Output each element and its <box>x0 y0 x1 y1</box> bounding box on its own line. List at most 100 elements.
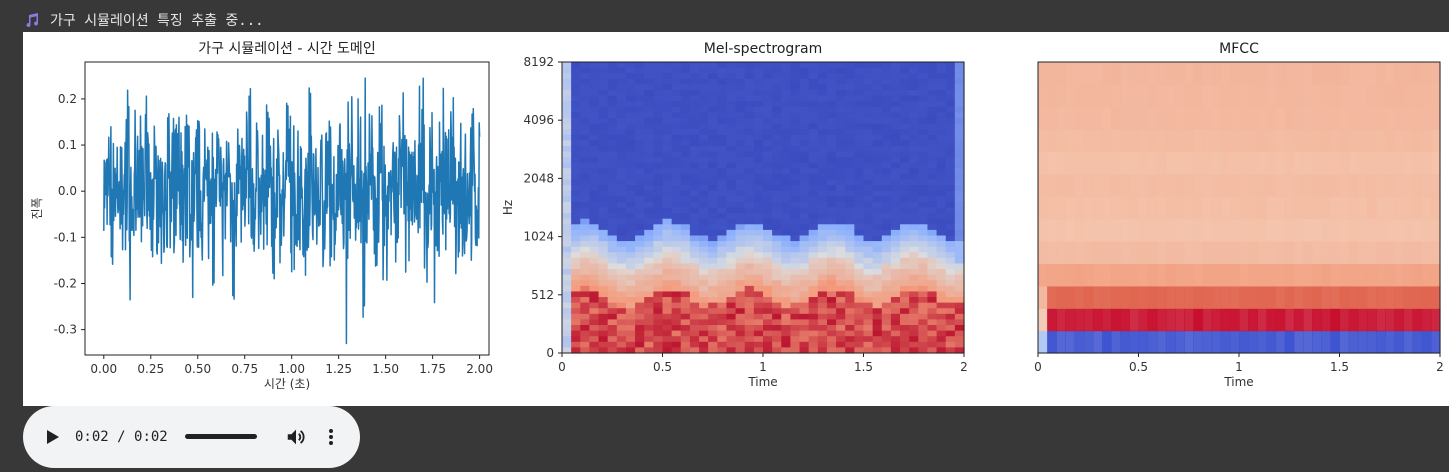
mel-cell <box>845 123 855 130</box>
mel-cell <box>589 336 600 343</box>
mel-cell <box>872 241 883 248</box>
mfcc-cell <box>1348 241 1359 265</box>
mel-cell <box>735 62 746 69</box>
mel-cell <box>616 263 627 270</box>
mel-cell <box>900 145 910 153</box>
chart1-xtick-label: 0.00 <box>90 362 117 376</box>
mel-cell <box>744 229 755 237</box>
mel-cell <box>625 269 636 276</box>
mel-cell <box>790 347 801 354</box>
mfcc-cell <box>1111 330 1121 354</box>
mel-cell <box>580 106 591 113</box>
mel-cell <box>744 274 755 281</box>
play-icon[interactable] <box>45 428 61 446</box>
mel-cell <box>945 196 956 203</box>
mel-cell <box>790 313 801 321</box>
mfcc-cell <box>1111 285 1121 309</box>
more-options-icon[interactable] <box>325 426 337 448</box>
mel-cell <box>790 285 801 293</box>
mfcc-cell <box>1065 308 1076 332</box>
mfcc-cell <box>1047 62 1057 85</box>
mfcc-cell <box>1083 285 1094 309</box>
mel-cell <box>625 106 636 113</box>
mel-cell <box>689 106 700 113</box>
mel-cell <box>936 190 947 197</box>
mel-cell <box>662 106 673 113</box>
volume-icon[interactable] <box>285 426 307 448</box>
mel-cell <box>708 274 718 281</box>
chart3-xlabel: Time <box>1223 375 1253 389</box>
mel-cell <box>826 173 837 181</box>
mel-cell <box>781 297 792 304</box>
mel-cell <box>927 106 938 113</box>
mel-cell <box>662 101 673 108</box>
mel-cell <box>607 179 618 186</box>
mel-cell <box>726 325 737 332</box>
mel-cell <box>689 157 700 164</box>
mel-cell <box>671 84 682 91</box>
mel-cell <box>653 162 664 169</box>
mel-cell <box>945 201 956 209</box>
mel-cell <box>717 196 728 203</box>
mel-cell <box>562 274 572 281</box>
audio-player[interactable]: 0:02 / 0:02 <box>23 406 360 468</box>
mel-cell <box>653 246 664 253</box>
mfcc-cell <box>1239 173 1249 197</box>
mel-cell <box>708 173 718 181</box>
mel-cell <box>909 112 919 119</box>
mel-cell <box>644 89 654 97</box>
mel-cell <box>936 134 947 141</box>
mel-cell <box>826 95 837 102</box>
mfcc-cell <box>1385 151 1395 175</box>
mel-cell <box>900 336 910 343</box>
mel-cell <box>826 308 837 315</box>
mel-cell <box>598 325 609 332</box>
mel-cell <box>781 106 792 113</box>
mel-cell <box>836 325 846 332</box>
mel-cell <box>562 134 572 141</box>
mel-cell <box>644 168 654 175</box>
mfcc-cell <box>1257 62 1268 85</box>
mel-cell <box>671 246 682 253</box>
mel-cell <box>954 302 965 309</box>
mfcc-cell <box>1147 263 1158 287</box>
mel-cell <box>945 112 956 119</box>
mfcc-cell <box>1129 62 1140 85</box>
mfcc-cell <box>1175 106 1185 130</box>
mel-cell <box>589 67 600 74</box>
mfcc-cell <box>1394 84 1405 108</box>
mfcc-cell <box>1339 151 1350 175</box>
mel-cell <box>845 196 855 203</box>
mel-cell <box>845 347 855 354</box>
mel-cell <box>644 129 654 136</box>
mel-cell <box>863 62 874 69</box>
mfcc-cell <box>1229 84 1240 108</box>
mel-cell <box>635 78 645 85</box>
mfcc-cell <box>1138 241 1149 265</box>
mel-cell <box>708 257 718 265</box>
mfcc-cell <box>1302 218 1313 242</box>
mel-cell <box>689 196 700 203</box>
mel-cell <box>945 308 956 315</box>
mfcc-cell <box>1047 330 1057 354</box>
mel-cell <box>699 325 709 332</box>
mel-cell <box>625 285 636 293</box>
mel-cell <box>909 330 919 337</box>
mel-cell <box>607 134 618 141</box>
mel-cell <box>699 291 709 298</box>
mel-cell <box>562 302 572 309</box>
mel-cell <box>598 106 609 113</box>
mfcc-cell <box>1138 62 1149 85</box>
mfcc-cell <box>1257 241 1268 265</box>
mel-cell <box>589 89 600 97</box>
mel-cell <box>872 89 883 97</box>
mel-cell <box>653 168 664 175</box>
mel-cell <box>708 89 718 97</box>
progress-bar[interactable] <box>185 434 257 439</box>
mfcc-cell <box>1385 218 1395 242</box>
mel-cell <box>717 173 728 181</box>
mfcc-cell <box>1220 263 1231 287</box>
mel-cell <box>689 134 700 141</box>
mfcc-cell <box>1321 62 1331 85</box>
mel-cell <box>772 291 782 298</box>
